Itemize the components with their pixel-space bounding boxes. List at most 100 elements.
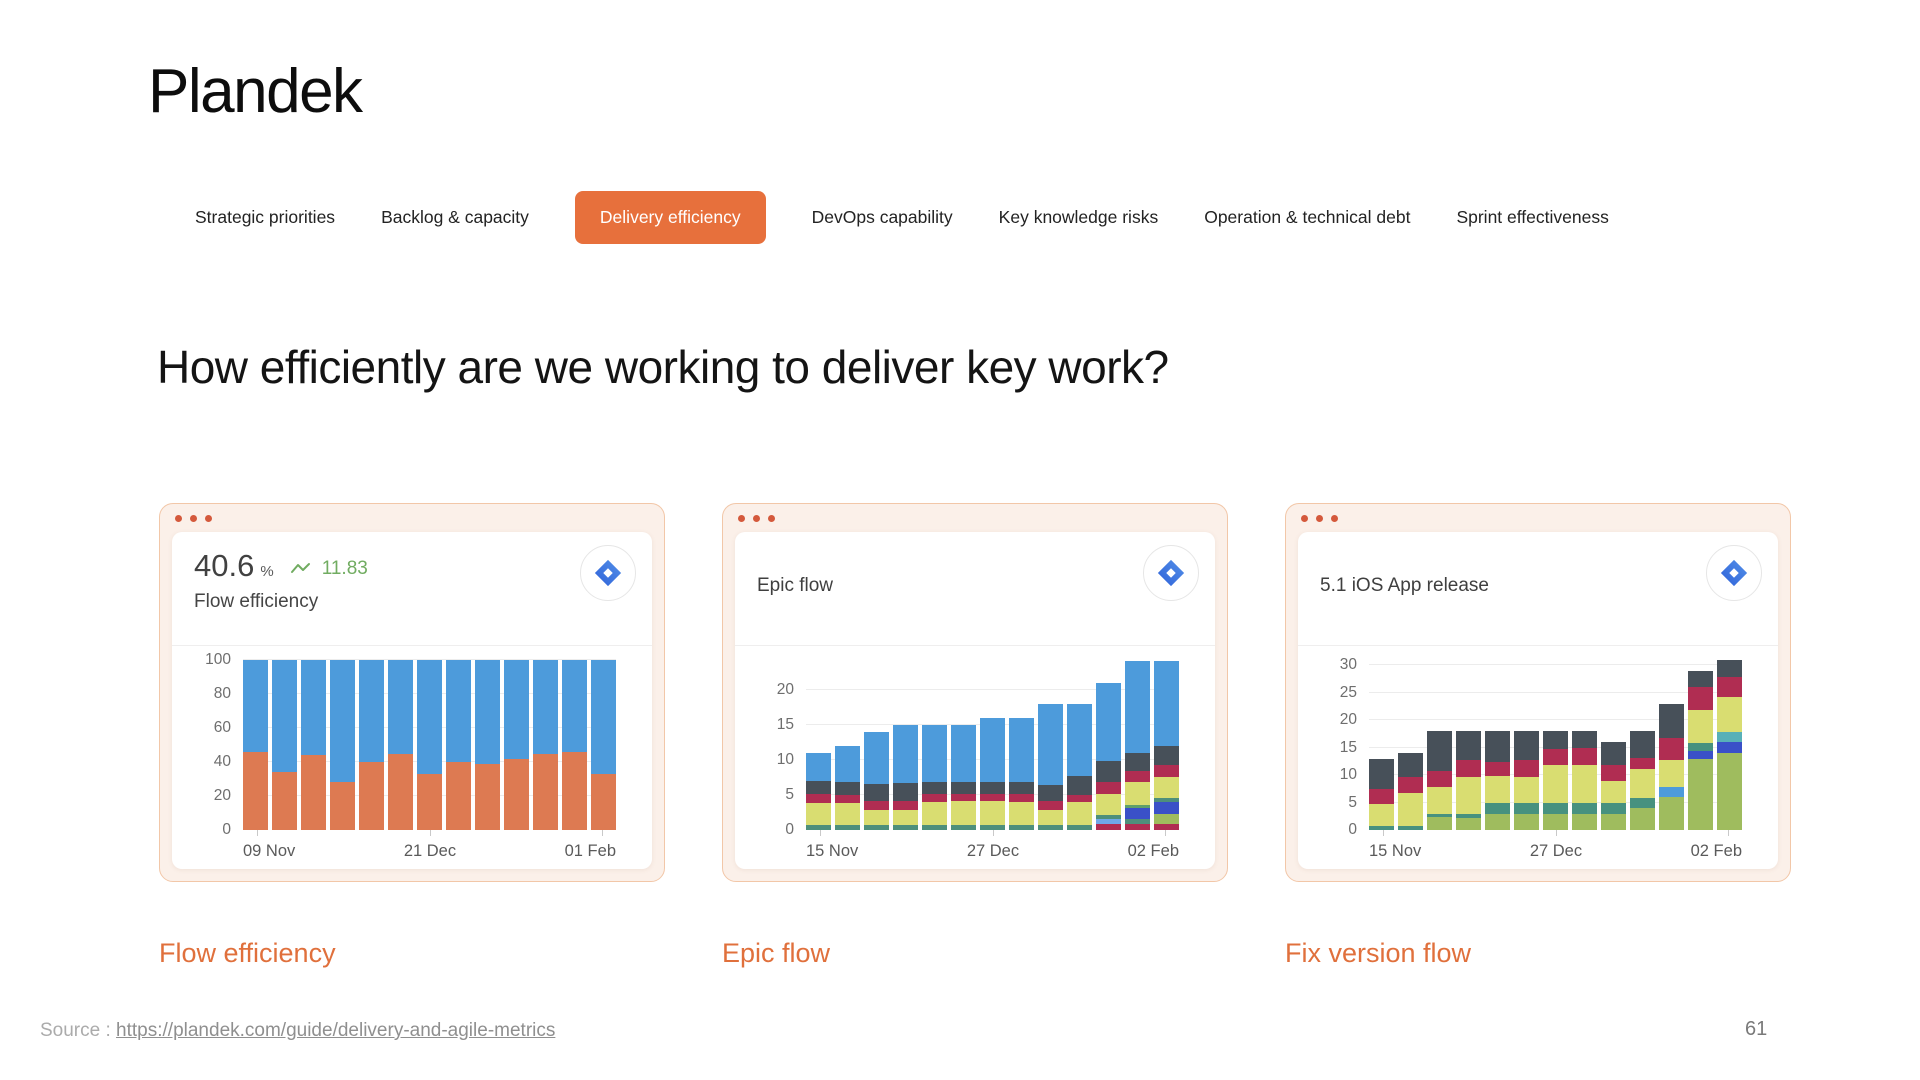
tab-key-knowledge-risks[interactable]: Key knowledge risks (998, 206, 1159, 227)
jira-icon (1143, 545, 1199, 601)
trend: 11.83 (290, 558, 368, 580)
x-tick-label: 02 Feb (1127, 842, 1179, 860)
stat-unit: % (260, 563, 274, 580)
stacked-bar (1514, 731, 1539, 830)
card-flow-efficiency: 40.6 % 11.83 Flow efficiency (159, 503, 665, 969)
stacked-bar (1601, 742, 1626, 830)
y-tick-label: 80 (213, 685, 231, 702)
window-dots (1301, 515, 1338, 522)
stacked-bar (1688, 671, 1713, 830)
flow-efficiency-chart: 0 20 40 60 80 100 09 Nov 21 Dec 01 Feb (205, 651, 616, 861)
tab-backlog-capacity[interactable]: Backlog & capacity (381, 206, 529, 227)
window-dots (175, 515, 212, 522)
card-title: Epic flow (757, 575, 834, 596)
plot-area (1369, 660, 1742, 836)
stacked-bar (446, 660, 471, 830)
y-tick-label: 5 (1348, 793, 1357, 811)
card-header: 40.6 % 11.83 Flow efficiency (172, 532, 652, 646)
stacked-bar (835, 745, 860, 830)
y-tick-label: 15 (776, 715, 794, 733)
y-tick-label: 5 (785, 785, 794, 803)
card-panel: Epic flow 0 5 10 15 20 (735, 532, 1215, 869)
card-footer-label: Fix version flow (1285, 938, 1472, 968)
y-axis: 0 5 10 15 20 (748, 660, 794, 838)
flow-efficiency-widget: 40.6 % 11.83 Flow efficiency (159, 503, 665, 882)
card-title: 5.1 iOS App release (1320, 575, 1489, 596)
card-fix-version-flow: 5.1 iOS App release 0 5 10 15 20 25 30 (1285, 503, 1791, 969)
window-dot (1316, 515, 1323, 522)
stacked-bar (388, 660, 413, 830)
y-tick-label: 20 (776, 680, 794, 698)
cards-row: 40.6 % 11.83 Flow efficiency (159, 503, 1791, 969)
tab-sprint-effectiveness[interactable]: Sprint effectiveness (1456, 206, 1609, 227)
tab-strategic-priorities[interactable]: Strategic priorities (195, 206, 336, 227)
x-tick-label: 27 Dec (966, 842, 1020, 860)
stacked-bar (980, 717, 1005, 830)
y-tick-label: 40 (213, 753, 231, 770)
tab-devops-capability[interactable]: DevOps capability (811, 206, 953, 227)
stacked-bar (359, 660, 384, 830)
x-axis-labels: 09 Nov 21 Dec 01 Feb (243, 842, 616, 861)
y-tick-label: 0 (222, 821, 231, 838)
y-tick-label: 20 (213, 787, 231, 804)
y-tick-label: 25 (1339, 683, 1357, 701)
source-label: Source : (40, 1020, 111, 1041)
window-dots (738, 515, 775, 522)
y-axis: 0 5 10 15 20 25 30 (1311, 656, 1357, 838)
window-dot (1301, 515, 1308, 522)
stacked-bar (1456, 731, 1481, 830)
stat-value: 40.6 (194, 548, 255, 583)
stacked-bar (1369, 758, 1394, 830)
stacked-bar (806, 752, 831, 830)
x-tick-label: 15 Nov (1369, 842, 1422, 860)
card-header: 5.1 iOS App release (1298, 532, 1778, 646)
stacked-bar (330, 660, 355, 830)
stacked-bar (301, 660, 326, 830)
stacked-bar (1427, 731, 1452, 830)
stacked-bar (1038, 703, 1063, 830)
jira-icon (1706, 545, 1762, 601)
page-title: How efficiently are we working to delive… (157, 341, 1169, 393)
y-tick-label: 10 (1339, 766, 1357, 784)
stacked-bar (504, 660, 529, 830)
y-tick-label: 10 (776, 750, 794, 768)
y-axis: 0 20 40 60 80 100 (185, 651, 231, 838)
plot-area (243, 659, 616, 836)
page-number: 61 (1745, 1018, 1768, 1040)
window-dot (768, 515, 775, 522)
stacked-bar (951, 724, 976, 830)
stacked-bar (1067, 703, 1092, 830)
stacked-bar (1717, 660, 1742, 830)
x-tick-label: 15 Nov (806, 842, 859, 860)
y-tick-label: 60 (213, 719, 231, 736)
source-line: Source : https://plandek.com/guide/deliv… (40, 1020, 555, 1042)
source-link[interactable]: https://plandek.com/guide/delivery-and-a… (116, 1020, 556, 1041)
y-tick-label: 20 (1339, 711, 1357, 729)
tab-operation-technical-debt[interactable]: Operation & technical debt (1204, 206, 1411, 227)
fix-version-chart: 0 5 10 15 20 25 30 15 Nov 27 Dec 02 Feb (1340, 656, 1742, 861)
x-tick-label: 09 Nov (243, 842, 296, 860)
tab-delivery-efficiency[interactable]: Delivery efficiency (574, 190, 766, 244)
tab-bar: Strategic priorities Backlog & capacity De… (195, 190, 1609, 244)
stacked-bar (562, 660, 587, 830)
stacked-bar (1096, 682, 1121, 830)
window-dot (738, 515, 745, 522)
plandek-logo: Plandek (148, 57, 363, 126)
stat-row: 40.6 % 11.83 (194, 548, 628, 584)
window-dot (753, 515, 760, 522)
stacked-bar (864, 731, 889, 830)
stacked-bar (1572, 731, 1597, 830)
stacked-bar (1630, 731, 1655, 830)
window-dot (205, 515, 212, 522)
stacked-bar (1485, 731, 1510, 830)
window-dot (1331, 515, 1338, 522)
plot-area (806, 660, 1179, 836)
stacked-bar (1154, 661, 1179, 830)
stacked-bar (1398, 753, 1423, 830)
stacked-bar (893, 724, 918, 830)
y-tick-label: 30 (1339, 656, 1357, 674)
x-tick-label: 01 Feb (564, 842, 616, 860)
fix-version-widget: 5.1 iOS App release 0 5 10 15 20 25 30 (1285, 503, 1791, 882)
card-panel: 5.1 iOS App release 0 5 10 15 20 25 30 (1298, 532, 1778, 869)
epic-flow-widget: Epic flow 0 5 10 15 20 (722, 503, 1228, 882)
